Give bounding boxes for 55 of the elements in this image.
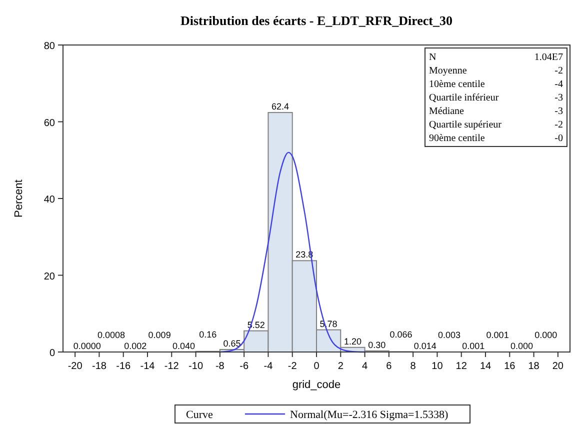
- legend-label: Normal(Mu=-2.316 Sigma=1.5338): [290, 409, 448, 421]
- data-label: 0.002: [124, 340, 147, 351]
- text: N 1.04E7: [429, 52, 563, 63]
- data-label: 0.65: [223, 338, 241, 349]
- x-tick-label: -10: [188, 361, 204, 372]
- x-tick-label: 2: [338, 361, 344, 372]
- data-label: 0.16: [199, 329, 217, 340]
- legend-title: Curve: [186, 409, 213, 421]
- x-tick-label: 16: [504, 361, 516, 372]
- data-label: 1.20: [344, 336, 362, 346]
- data-label: 62.4: [272, 102, 290, 112]
- data-label: 0.000: [534, 330, 558, 340]
- chart-title: Distribution des écarts - E_LDT_RFR_Direct_30: [180, 13, 453, 28]
- text: Quartile inférieur -3: [429, 92, 563, 104]
- x-tick-label: 8: [410, 361, 416, 372]
- y-axis-title: Percent: [13, 180, 25, 218]
- x-tick-label: -4: [264, 361, 274, 372]
- x-tick-label: 0: [314, 361, 320, 372]
- x-tick-label: 12: [456, 361, 468, 372]
- x-tick-label: -18: [92, 361, 107, 372]
- data-label: 0.0000: [73, 341, 101, 351]
- x-tick-label: 14: [480, 361, 492, 372]
- data-label: 0.009: [148, 330, 171, 340]
- y-tick-label: 40: [44, 194, 56, 206]
- x-tick-label: -6: [240, 361, 249, 372]
- x-tick-label: -14: [140, 361, 156, 372]
- data-label: 0.001: [486, 330, 509, 340]
- data-label: 0.040: [172, 340, 195, 351]
- text: 10ème centile -4: [429, 79, 563, 90]
- data-label: 0.001: [462, 340, 485, 351]
- x-tick-label: -20: [68, 361, 83, 372]
- data-label: 0.000: [510, 341, 533, 351]
- x-axis-title: grid_code: [292, 379, 341, 391]
- text: Quartile supérieur -2: [429, 120, 563, 130]
- y-tick-label: 60: [44, 118, 56, 129]
- x-tick-label: 20: [552, 361, 564, 372]
- y-tick-label: 0: [49, 348, 56, 359]
- x-tick-label: 6: [386, 361, 392, 372]
- x-tick-label: -12: [164, 361, 180, 372]
- x-tick-label: -8: [215, 361, 225, 372]
- x-tick-label: -16: [116, 361, 132, 372]
- text: Médiane -3: [429, 106, 563, 117]
- text: 90ème centile -0: [429, 133, 563, 144]
- x-tick-label: 18: [528, 361, 540, 372]
- x-tick-label: -2: [288, 361, 298, 372]
- y-tick-label: 20: [44, 271, 56, 282]
- y-tick-label: 80: [44, 41, 56, 52]
- text: Moyenne -2: [429, 66, 563, 76]
- data-label: 0.014: [414, 340, 436, 351]
- x-tick-label: 4: [362, 361, 368, 372]
- data-label: 0.0008: [98, 330, 126, 340]
- data-label: 0.066: [390, 330, 412, 340]
- data-label: 0.30: [368, 340, 386, 350]
- data-label: 0.003: [438, 330, 461, 340]
- x-tick-label: 10: [432, 361, 444, 372]
